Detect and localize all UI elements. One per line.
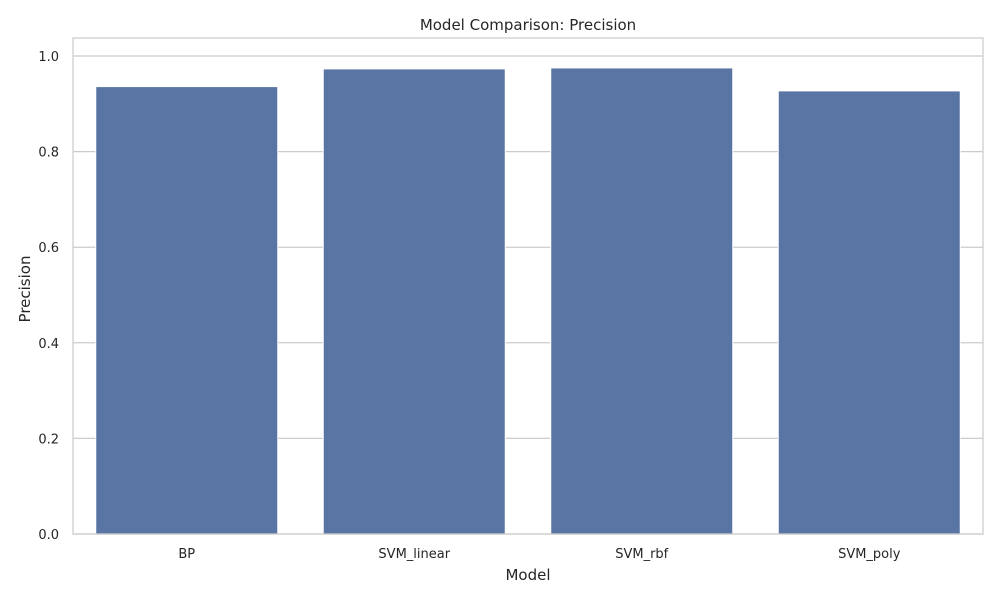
bar-BP <box>95 86 279 535</box>
y-tick-label: 0.0 <box>38 528 59 543</box>
chart-title: Model Comparison: Precision <box>420 16 636 34</box>
x-tick-label: SVM_poly <box>838 547 901 562</box>
plot-frame <box>72 37 984 535</box>
y-tick-label: 0.6 <box>38 241 59 256</box>
y-axis-label: Precision <box>16 256 34 323</box>
x-tick-label: SVM_linear <box>378 547 450 562</box>
x-axis-label: Model <box>505 566 550 584</box>
bar-SVM_linear <box>322 68 506 535</box>
x-tick-label: BP <box>178 547 195 562</box>
x-tick-label: SVM_rbf <box>615 547 668 562</box>
y-tick-label: 0.2 <box>38 432 59 447</box>
bar-SVM_poly <box>777 90 961 535</box>
y-tick-label: 0.8 <box>38 146 59 161</box>
y-tick-label: 0.4 <box>38 337 59 352</box>
y-axis-ticks: 0.0 0.2 0.4 0.6 0.8 1.0 <box>38 50 59 543</box>
bar-SVM_rbf <box>550 67 734 535</box>
y-tick-label: 1.0 <box>38 50 59 65</box>
x-axis-ticks: BP SVM_linear SVM_rbf SVM_poly <box>178 547 900 562</box>
bars <box>95 67 961 535</box>
